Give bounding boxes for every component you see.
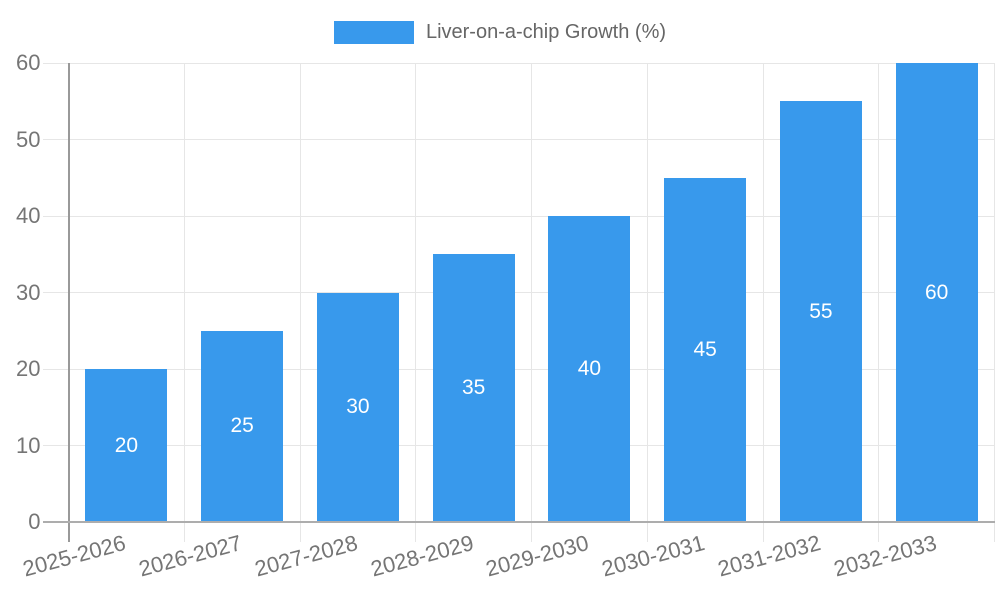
gridline-v	[994, 63, 995, 542]
y-tick-label: 0	[28, 509, 41, 534]
bar[interactable]	[895, 63, 978, 522]
gridline-v	[531, 63, 532, 542]
bar-value-label: 60	[924, 280, 949, 304]
bar-value-label: 30	[346, 395, 370, 419]
legend-swatch-icon	[333, 20, 414, 44]
gridline-h	[42, 62, 995, 64]
legend-label: Liver-on-a-chip Growth (%)	[425, 21, 667, 43]
bar-value-label: 35	[461, 376, 486, 400]
gridline-v	[183, 63, 185, 542]
gridline-h	[42, 215, 995, 217]
plot-area: 0 10 20 30 40 50 60 20 2025-2026 25 2026-2027 30 202…	[16, 50, 995, 581]
gridline-h	[42, 292, 995, 293]
y-tick-label: 60	[16, 50, 41, 75]
bar-value-label: 45	[693, 337, 717, 361]
gridline-v	[415, 63, 417, 542]
bar[interactable]	[201, 330, 284, 522]
y-tick-label: 20	[16, 356, 41, 381]
gridline-v	[299, 63, 301, 542]
y-tick-label: 30	[16, 279, 41, 305]
bar[interactable]	[316, 292, 399, 522]
gridline-v	[762, 63, 764, 542]
legend[interactable]: Liver-on-a-chip Growth (%)	[0, 20, 1000, 44]
bar-value-label: 55	[809, 299, 833, 323]
bar-value-label: 20	[114, 433, 139, 457]
bar[interactable]	[779, 101, 862, 522]
gridline-v	[646, 63, 648, 542]
x-axis-baseline	[42, 521, 995, 523]
bar[interactable]	[548, 216, 631, 522]
y-tick-label: 40	[16, 203, 41, 228]
bar[interactable]	[432, 254, 515, 522]
bar[interactable]	[664, 177, 747, 522]
bar[interactable]	[85, 369, 168, 522]
gridline-h	[42, 445, 995, 446]
gridline-h	[42, 368, 995, 370]
y-axis-line	[67, 63, 70, 542]
gridline-h	[42, 139, 995, 140]
bar-value-label: 25	[230, 414, 254, 438]
y-tick-label: 50	[16, 126, 41, 152]
y-tick-label: 10	[16, 432, 41, 458]
gridline-v	[878, 63, 880, 542]
bar-value-label: 40	[577, 357, 602, 380]
